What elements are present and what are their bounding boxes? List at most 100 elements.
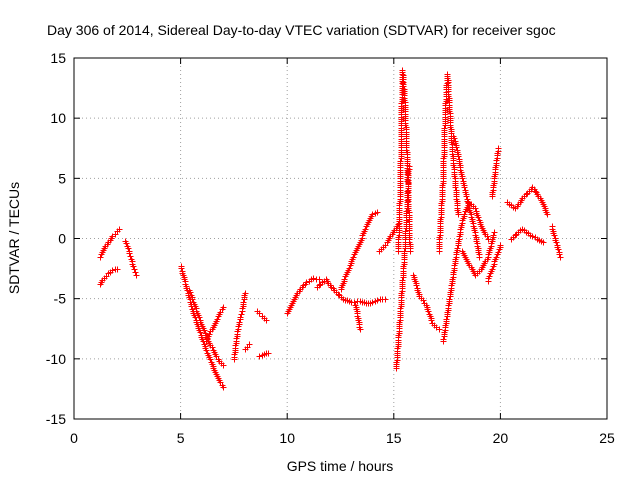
- data-point: [316, 282, 323, 289]
- data-point: [97, 254, 104, 261]
- series-sat-x: [485, 242, 504, 285]
- data-point: [476, 254, 483, 261]
- data-point: [425, 308, 432, 315]
- data-point: [463, 193, 470, 200]
- data-point: [220, 304, 227, 311]
- data-point: [451, 135, 458, 142]
- data-point: [486, 273, 493, 280]
- y-tick-label: 10: [50, 110, 66, 126]
- data-point: [351, 299, 358, 306]
- grid: [74, 58, 607, 419]
- data-point: [472, 205, 479, 212]
- series-sat-i: [254, 308, 270, 324]
- data-point: [495, 145, 502, 152]
- x-tick-label: 25: [599, 430, 615, 446]
- data-point: [443, 316, 450, 323]
- data-point: [399, 69, 406, 76]
- data-point: [265, 350, 272, 357]
- data-point: [256, 310, 263, 317]
- data-point: [397, 158, 404, 165]
- data-point: [206, 331, 213, 338]
- series-sat-u: [450, 133, 483, 261]
- series-sat-y: [504, 184, 551, 218]
- data-point: [203, 338, 210, 345]
- data-point: [461, 211, 468, 218]
- data-point: [484, 233, 491, 240]
- series-sat-k: [284, 275, 323, 317]
- data-point: [551, 232, 558, 239]
- x-tick-label: 5: [177, 430, 185, 446]
- data-point: [555, 246, 562, 253]
- data-point: [404, 188, 411, 195]
- data-point: [341, 276, 348, 283]
- series-sat-m: [338, 209, 381, 293]
- data-point: [303, 279, 310, 286]
- data-point: [130, 263, 137, 270]
- x-tick-labels: 0 5 10 15 20 25: [70, 430, 615, 446]
- x-tick-label: 15: [386, 430, 402, 446]
- data-point: [461, 184, 468, 191]
- data-point: [399, 277, 406, 284]
- data-point: [362, 226, 369, 233]
- data-point: [127, 253, 134, 260]
- data-point: [446, 296, 453, 303]
- data-point: [374, 297, 381, 304]
- data-point: [428, 317, 435, 324]
- data-point: [236, 319, 243, 326]
- series-sat-w: [489, 145, 502, 200]
- data-point: [310, 275, 317, 282]
- data-point: [465, 202, 472, 209]
- x-tick-label: 0: [70, 430, 78, 446]
- data-point: [197, 329, 204, 336]
- data-point: [523, 191, 530, 198]
- y-axis-label: SDTVAR / TECUs: [6, 182, 22, 294]
- y-tick-label: 0: [58, 231, 66, 247]
- series-sat-a: [97, 226, 123, 261]
- y-tick-label: -10: [46, 351, 66, 367]
- data-point: [374, 209, 381, 216]
- data-point: [491, 229, 498, 236]
- data-point: [201, 327, 208, 334]
- data-point: [132, 269, 139, 276]
- data-points: [97, 67, 564, 391]
- data-point: [413, 282, 420, 289]
- series-sat-h: [242, 341, 253, 353]
- data-point: [402, 228, 409, 235]
- data-point: [495, 249, 502, 256]
- data-point: [109, 267, 116, 274]
- data-point: [116, 226, 123, 233]
- data-point: [357, 326, 364, 333]
- data-point: [189, 296, 196, 303]
- data-point: [240, 299, 247, 306]
- data-point: [316, 276, 323, 283]
- data-point: [263, 317, 270, 324]
- data-point: [407, 248, 414, 255]
- data-point: [497, 242, 504, 249]
- y-tick-label: -15: [46, 411, 66, 427]
- axis-ticks: [73, 57, 608, 420]
- series-sat-q: [395, 67, 414, 255]
- data-point: [207, 356, 214, 363]
- y-tick-labels: -15 -10 -5 0 5 10 15: [46, 50, 66, 427]
- data-point: [246, 341, 253, 348]
- data-point: [369, 299, 376, 306]
- data-point: [453, 144, 460, 151]
- data-point: [203, 347, 210, 354]
- x-tick-label: 10: [279, 430, 295, 446]
- data-point: [126, 250, 133, 257]
- data-point: [238, 311, 245, 318]
- series-sat-r: [410, 272, 443, 333]
- data-point: [242, 290, 249, 297]
- data-point: [553, 239, 560, 246]
- data-point: [125, 245, 132, 252]
- data-point: [256, 353, 263, 360]
- data-point: [556, 251, 563, 258]
- data-point: [369, 211, 376, 218]
- data-point: [440, 336, 447, 343]
- data-point: [441, 125, 448, 132]
- data-point: [350, 254, 357, 261]
- series-sat-v: [459, 229, 498, 279]
- y-tick-label: 15: [50, 50, 66, 66]
- data-point: [459, 175, 466, 182]
